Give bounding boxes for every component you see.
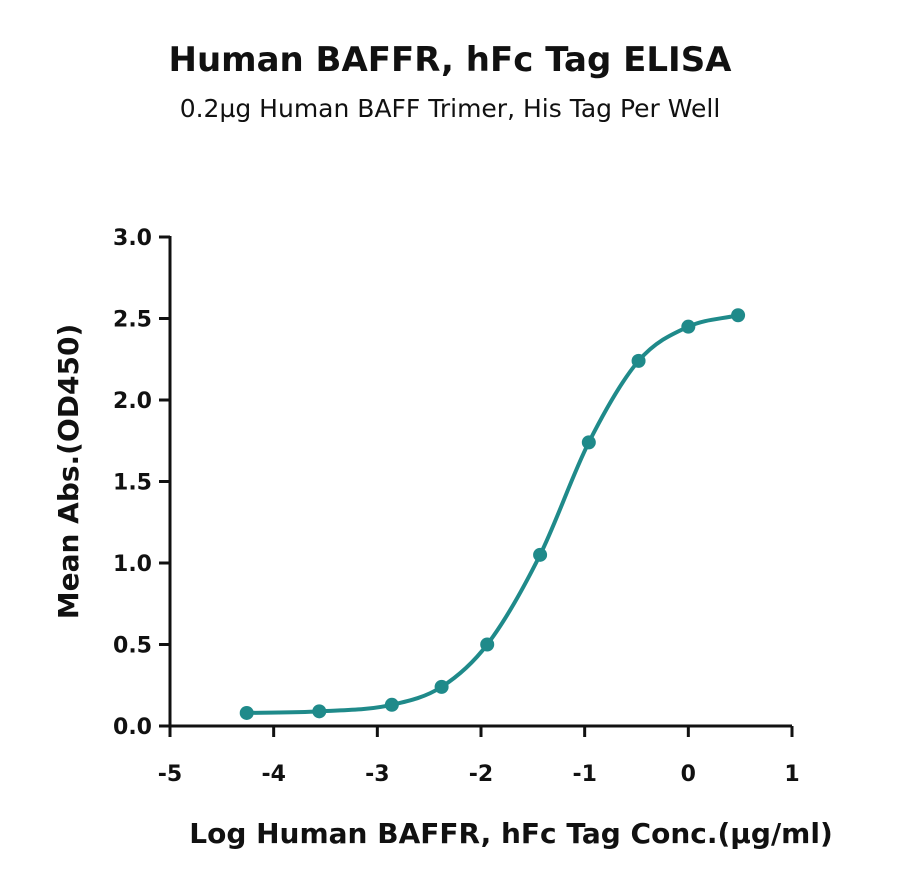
data-point (239, 705, 254, 720)
x-tick-label: -5 (158, 762, 182, 787)
fit-curve (244, 313, 741, 715)
y-tick-label: 2.0 (113, 389, 152, 414)
x-tick-label: -1 (572, 762, 596, 787)
data-point (434, 679, 449, 694)
data-points-layer (239, 308, 746, 720)
data-point (312, 704, 327, 719)
y-tick-label: 0.5 (113, 634, 152, 659)
y-tick-label: 2.5 (113, 308, 152, 333)
fit-curve-layer (244, 313, 741, 715)
y-tick-label: 1.0 (113, 552, 152, 577)
y-tick-label: 0.0 (113, 715, 152, 740)
x-axis-label: Log Human BAFFR, hFc Tag Conc.(µg/ml) (189, 817, 833, 850)
axis-labels-layer: 0.0 0.5 1.0 1.5 2.0 2.5 3.0 -5 -4 -3 -2 -1 0 1 Log Hum… (52, 226, 833, 850)
y-tick-label: 1.5 (113, 471, 152, 496)
x-tick-label: 0 (681, 762, 696, 787)
data-point (384, 697, 399, 712)
axes (159, 235, 794, 737)
data-point (681, 319, 696, 334)
y-tick-label: 3.0 (113, 226, 152, 251)
x-tick-label: -3 (365, 762, 389, 787)
x-tick-label: -4 (261, 762, 285, 787)
data-point (480, 637, 495, 652)
data-point (533, 547, 548, 562)
data-point (731, 308, 746, 323)
data-point (631, 353, 646, 368)
y-axis-label: Mean Abs.(OD450) (52, 324, 85, 620)
x-tick-label: -2 (469, 762, 493, 787)
data-point (581, 435, 596, 450)
chart-title: Human BAFFR, hFc Tag ELISA (168, 40, 732, 80)
chart-subtitle: 0.2µg Human BAFF Trimer, His Tag Per Wel… (179, 94, 721, 123)
x-tick-label: 1 (784, 762, 799, 787)
